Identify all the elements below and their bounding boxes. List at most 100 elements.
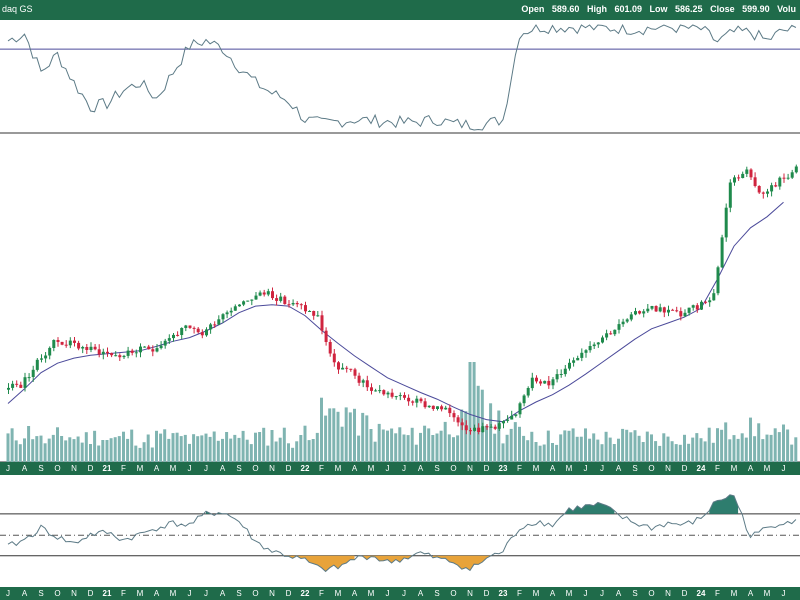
- volume-bar: [414, 444, 418, 462]
- volume-bar: [724, 422, 728, 462]
- candle-body: [68, 340, 72, 346]
- time-axis-tick-label: S: [632, 589, 638, 598]
- candle-body: [423, 401, 427, 408]
- candle-body: [411, 401, 415, 403]
- time-axis-tick-label: A: [351, 464, 358, 473]
- candle-body: [139, 346, 142, 353]
- volume-bar: [637, 435, 641, 462]
- price-panel: [0, 164, 800, 463]
- time-axis-tick-label: D: [483, 589, 490, 598]
- candle-body: [180, 328, 184, 335]
- volume-bar: [307, 440, 311, 462]
- volume-bar: [47, 438, 51, 462]
- volume-bar: [229, 438, 233, 462]
- upper-indicator-panel: [0, 23, 800, 134]
- volume-bar: [555, 444, 559, 462]
- volume-bar: [505, 434, 509, 462]
- time-axis-tick-label: F: [517, 589, 522, 598]
- candle-body: [700, 301, 703, 310]
- volume-bar: [361, 412, 365, 462]
- candle-body: [122, 355, 126, 358]
- candle-body: [233, 306, 237, 311]
- time-axis-tick-label: M: [367, 464, 375, 473]
- candle-body: [390, 392, 394, 397]
- volume-bar: [68, 437, 72, 462]
- time-axis-tick-label: 21: [102, 589, 112, 598]
- candle-body: [502, 421, 505, 424]
- volume-bar: [786, 429, 790, 462]
- volume-bar: [472, 362, 476, 462]
- candle-body: [205, 329, 208, 336]
- time-axis-tick-label: A: [153, 464, 160, 473]
- volume-bar: [691, 437, 695, 462]
- volume-bar: [410, 427, 414, 462]
- time-axis-tick-label: N: [467, 589, 473, 598]
- volume-bar: [328, 408, 332, 462]
- time-axis-tick-label: A: [21, 464, 28, 473]
- high-label: High: [586, 4, 607, 14]
- volume-bar: [365, 415, 369, 462]
- candle-body: [506, 419, 510, 421]
- candle-body: [316, 315, 320, 317]
- volume-bar: [237, 437, 241, 462]
- volume-bar: [485, 425, 488, 462]
- time-axis-tick-label: S: [632, 464, 638, 473]
- volume-bar: [175, 432, 179, 462]
- candle-body: [341, 367, 345, 370]
- candle-body: [407, 397, 411, 402]
- candle-body: [737, 177, 741, 179]
- volume-bar: [315, 432, 319, 462]
- time-axis-tick-label: 24: [696, 464, 706, 473]
- volume-bar: [588, 438, 592, 462]
- candle-body: [766, 191, 769, 194]
- volume-bar: [155, 430, 158, 462]
- volume-bar: [204, 433, 208, 462]
- time-axis-tick-label: 23: [498, 464, 508, 473]
- volume-bar: [93, 430, 97, 462]
- volume-bar: [678, 444, 682, 462]
- close-value: 599.90: [742, 4, 770, 14]
- candle-body: [790, 172, 794, 178]
- volume-bar: [497, 410, 501, 462]
- candle-body: [192, 327, 196, 329]
- volume-bar: [617, 438, 620, 462]
- time-axis-tick-label: M: [532, 589, 540, 598]
- time-axis-tick-label: F: [319, 464, 324, 473]
- volume-bar: [101, 440, 105, 462]
- time-axis-tick-label: S: [236, 589, 242, 598]
- volume-bar: [736, 438, 740, 462]
- candle-body: [667, 309, 670, 313]
- volume-bar: [575, 436, 579, 462]
- candle-body: [114, 355, 118, 357]
- volume-bar: [353, 408, 356, 462]
- volume-bar: [270, 430, 274, 462]
- time-axis-tick-label: F: [319, 589, 324, 598]
- time-axis-tick-label: 23: [498, 589, 508, 598]
- candle-body: [7, 387, 10, 390]
- candle-body: [246, 300, 250, 302]
- volume-bar: [14, 440, 18, 462]
- volume-bar: [402, 434, 406, 462]
- time-axis-tick-label: D: [87, 589, 94, 598]
- candle-body: [675, 310, 679, 312]
- candle-body: [580, 352, 584, 358]
- volume-bar: [266, 445, 270, 462]
- time-axis-tick-label: M: [730, 464, 738, 473]
- candle-body: [720, 237, 724, 268]
- candle-body: [473, 427, 477, 431]
- candle-body: [27, 377, 31, 379]
- time-axis-tick-label: J: [781, 464, 786, 473]
- time-axis-tick-label: 24: [696, 589, 706, 598]
- volume-bar: [435, 433, 439, 462]
- candle-body: [172, 334, 175, 339]
- candle-body: [539, 381, 543, 384]
- candle-body: [320, 315, 324, 331]
- volume-bar: [60, 436, 64, 462]
- volume-bar: [357, 435, 361, 462]
- candle-body: [147, 346, 151, 350]
- volume-bar: [596, 439, 600, 462]
- oscillator-panel: [0, 494, 800, 573]
- candle-body: [683, 312, 687, 317]
- time-axis-tick-label: J: [6, 589, 10, 598]
- volume-bar: [225, 432, 229, 462]
